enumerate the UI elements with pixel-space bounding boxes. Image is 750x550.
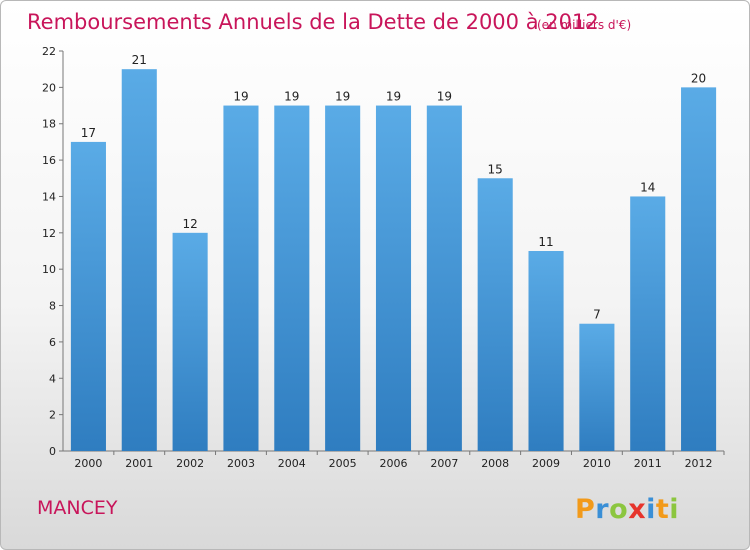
bar-value-label: 15: [488, 162, 503, 176]
x-tick-label: 2011: [634, 457, 662, 470]
bar-value-label: 11: [538, 235, 553, 249]
bar: [426, 105, 462, 451]
bar: [70, 141, 106, 451]
y-tick-label: 10: [42, 263, 56, 276]
bar-value-label: 20: [691, 71, 706, 85]
proxiti-logo: Proxiti: [575, 494, 679, 525]
chart-unit-note: (en milliers d'€): [537, 18, 631, 32]
x-tick-label: 2010: [583, 457, 611, 470]
bar: [477, 178, 513, 452]
bar: [630, 196, 666, 451]
location-name: MANCEY: [37, 497, 118, 519]
bar-value-label: 19: [233, 90, 248, 104]
bar-value-label: 19: [284, 90, 299, 104]
y-tick-label: 20: [42, 81, 56, 94]
svg-text:Proxiti: Proxiti: [575, 494, 679, 525]
x-tick-label: 2007: [430, 457, 458, 470]
bar: [325, 105, 361, 451]
x-tick-label: 2009: [532, 457, 560, 470]
bar: [681, 87, 717, 451]
y-tick-label: 22: [42, 45, 56, 58]
bar-value-label: 14: [640, 180, 655, 194]
y-tick-label: 8: [49, 300, 56, 313]
chart-title: Remboursements Annuels de la Dette de 20…: [27, 10, 599, 34]
bar: [579, 323, 615, 451]
x-tick-label: 2005: [329, 457, 357, 470]
x-tick-label: 2006: [380, 457, 408, 470]
bar-value-label: 17: [81, 126, 96, 140]
y-tick-label: 4: [49, 372, 56, 385]
x-tick-label: 2003: [227, 457, 255, 470]
bar-value-label: 21: [132, 53, 147, 67]
y-tick-label: 18: [42, 118, 56, 131]
axes: 0 2 4 6 8 10 12 14 16 18 20 22 2000 2001 2002 2003 2004 2…: [42, 45, 725, 470]
bar: [274, 105, 310, 451]
bar: [121, 69, 157, 451]
y-tick-label: 16: [42, 154, 56, 167]
y-tick-label: 12: [42, 227, 56, 240]
bar: [172, 232, 208, 451]
y-tick-label: 14: [42, 190, 56, 203]
x-tick-label: 2000: [74, 457, 102, 470]
y-tick-label: 0: [49, 445, 56, 458]
bar-value-label: 19: [335, 90, 350, 104]
x-tick-label: 2002: [176, 457, 204, 470]
bar: [223, 105, 259, 451]
x-tick-label: 2012: [685, 457, 713, 470]
bar-value-label: 19: [437, 90, 452, 104]
y-tick-label: 6: [49, 336, 56, 349]
y-tick-label: 2: [49, 409, 56, 422]
bar-value-label: 7: [593, 308, 601, 322]
bar-value-label: 12: [182, 217, 197, 231]
bars: 17 21 12 19 19 19 19 19 15 11 7 14 20: [70, 53, 717, 452]
x-tick-label: 2001: [125, 457, 153, 470]
bar: [375, 105, 412, 451]
bar: [528, 251, 564, 451]
x-tick-label: 2004: [278, 457, 306, 470]
x-tick-label: 2008: [481, 457, 509, 470]
bar-value-label: 19: [386, 90, 401, 104]
